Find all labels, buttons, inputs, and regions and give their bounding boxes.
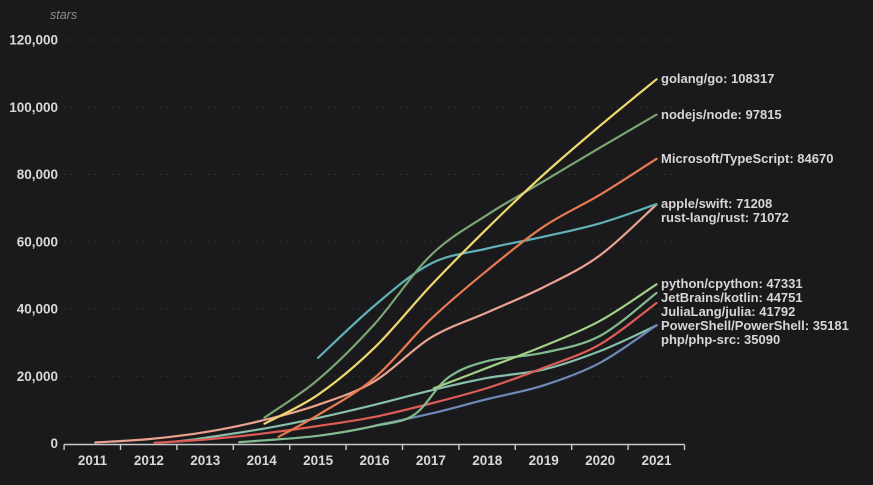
series-label-python-cpython: python/cpython: 47331 xyxy=(661,276,803,292)
series-line-php-php-src xyxy=(176,324,658,443)
x-tick-label-2011: 2011 xyxy=(78,453,108,468)
y-tick-label-0: 0 xyxy=(50,436,58,451)
series-line-python-cpython xyxy=(432,283,658,390)
series-label-jetbrains-kotlin: JetBrains/kotlin: 44751 xyxy=(661,290,803,306)
x-tick-label-2019: 2019 xyxy=(529,453,559,468)
series-line-nodejs-node xyxy=(263,113,658,419)
y-tick-label-120000: 120,000 xyxy=(9,33,58,48)
x-tick-label-2021: 2021 xyxy=(641,453,672,468)
series-line-rust-lang-rust xyxy=(94,203,658,444)
series-line-jetbrains-kotlin xyxy=(238,291,658,444)
series-label-julialang-julia: JuliaLang/julia: 41792 xyxy=(661,304,796,320)
series-label-rust-lang-rust: rust-lang/rust: 71072 xyxy=(661,210,789,226)
y-axis-title: stars xyxy=(50,8,78,22)
series-label-golang-go: golang/go: 108317 xyxy=(661,71,775,87)
series-label-powershell-powershell: PowerShell/PowerShell: 35181 xyxy=(661,318,849,334)
series-line-julialang-julia xyxy=(153,301,658,444)
x-tick-label-2013: 2013 xyxy=(190,453,221,468)
series-label-microsoft-typescript: Microsoft/TypeScript: 84670 xyxy=(661,150,834,166)
x-tick-label-2018: 2018 xyxy=(472,453,503,468)
series-line-powershell-powershell xyxy=(373,324,658,427)
y-tick-label-60000: 60,000 xyxy=(17,234,58,249)
x-tick-label-2020: 2020 xyxy=(585,453,615,468)
y-tick-label-20000: 20,000 xyxy=(17,369,58,384)
series-line-microsoft-typescript xyxy=(277,157,658,438)
series-line-apple-swift xyxy=(317,203,658,359)
series-label-nodejs-node: nodejs/node: 97815 xyxy=(661,106,782,122)
x-tick-label-2016: 2016 xyxy=(359,453,390,468)
y-tick-label-100000: 100,000 xyxy=(9,100,58,115)
x-tick-label-2014: 2014 xyxy=(247,453,278,468)
x-tick-label-2015: 2015 xyxy=(303,453,334,468)
series-line-golang-go xyxy=(263,78,658,425)
series-label-php-php-src: php/php-src: 35090 xyxy=(661,332,781,348)
series-label-apple-swift: apple/swift: 71208 xyxy=(661,196,773,212)
y-tick-label-40000: 40,000 xyxy=(17,302,58,317)
x-tick-label-2012: 2012 xyxy=(134,453,164,468)
x-tick-label-2017: 2017 xyxy=(416,453,446,468)
y-tick-label-80000: 80,000 xyxy=(17,167,58,182)
